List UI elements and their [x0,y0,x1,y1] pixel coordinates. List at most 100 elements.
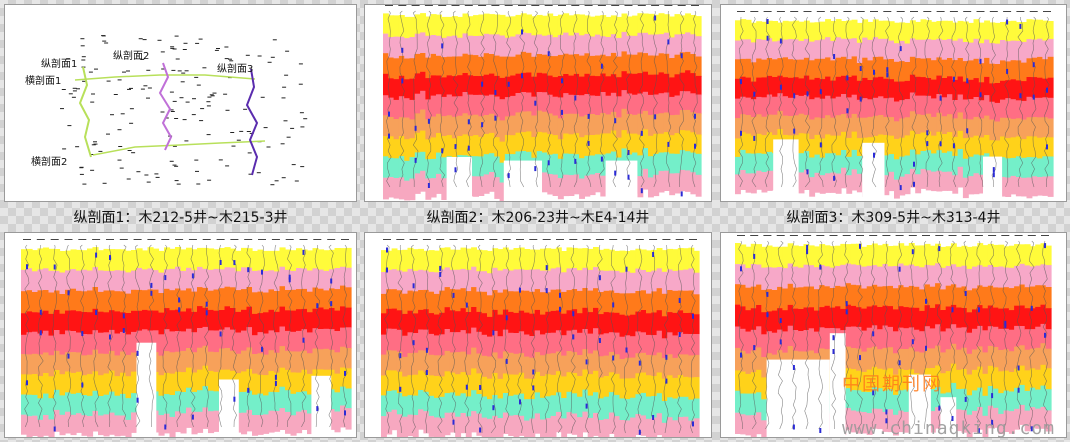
well-marker-tick [479,385,482,390]
layer-strip [867,99,874,118]
layer-strip [871,387,878,410]
layer-strip [651,312,658,336]
layer-strip [169,310,176,332]
layer-strip [186,247,193,269]
layer-strip [290,289,297,312]
layer-strip [428,333,435,356]
layer-strip [688,312,695,335]
well-marker-tick [439,265,442,271]
well-marker-tick [640,130,643,136]
layer-strip [1047,137,1054,157]
layer-strip [547,154,554,175]
layer-strip [877,266,884,288]
well-header-mark [611,5,620,6]
layer-strip [510,115,517,136]
well-header-mark [989,11,998,12]
layer-strip [114,291,121,312]
layer-strip [318,329,325,351]
layer-strip [502,289,509,311]
layer-strip [70,352,77,374]
layer-strip [745,173,752,193]
layer-strip [956,307,963,329]
layer-strip [142,290,149,311]
layer-strip [164,308,171,330]
layer-strip [877,349,884,370]
layer-strip [940,352,947,374]
layer-strip [894,179,900,199]
layer-strip [473,94,479,116]
layer-strip [624,315,631,336]
layer-strip [908,285,915,309]
layer-strip [478,176,485,196]
layer-strip [98,396,105,416]
well-marker-tick [330,301,333,307]
layer-strip [263,270,270,294]
layer-strip [761,312,768,335]
layer-strip [439,355,446,378]
layer-strip [883,175,890,196]
layer-strip [418,290,424,311]
layer-strip [1024,287,1031,310]
layer-strip [563,153,570,176]
well-marker-tick [819,89,822,95]
layer-strip [614,354,621,375]
layer-strip [792,308,799,331]
layer-strip [169,268,176,291]
well-log-trace [690,244,696,434]
layer-strip [903,328,910,350]
layer-strip [593,412,599,436]
layer-strip [761,39,768,61]
layer-strip [1026,19,1033,40]
layer-strip [285,269,292,291]
layer-strip [978,137,985,156]
layer-strip [423,350,430,373]
well-marker [286,136,291,138]
well-marker [290,127,295,129]
layer-strip [393,36,400,59]
well-header-mark [516,239,524,240]
layer-strip [531,16,538,36]
well-log-trace [1002,240,1009,430]
layer-strip [814,117,821,136]
well-marker-tick [991,393,994,399]
layer-strip [481,355,488,378]
well-marker-tick [979,58,982,64]
layer-strip [513,333,520,355]
well-marker [157,39,162,41]
layer-strip [131,331,138,353]
layer-strip [391,409,398,431]
layer-strip [931,21,937,41]
layer-strip [945,349,952,372]
layer-strip [550,310,557,334]
well-marker-tick [627,174,630,180]
layer-strip [103,353,110,374]
layer-strip [540,355,546,377]
layer-strip [481,250,488,272]
layer-strip [957,20,964,40]
well-header-mark [424,5,433,6]
layer-strip [952,136,959,157]
layer-strip [674,14,681,36]
layer-strip [987,365,994,387]
well-log-trace [439,10,446,188]
layer-strip [48,419,55,437]
layer-strip [1045,410,1052,432]
well-marker [192,98,196,100]
layer-strip [1047,77,1054,99]
layer-strip [788,59,794,79]
layer-strip [467,54,474,76]
layer-strip [648,114,654,137]
well-header-mark [202,239,211,240]
well-log-trace [951,16,957,188]
layer-strip [589,55,596,77]
layer-strip [899,61,906,83]
layer-strip [257,415,264,435]
layer-strip [632,133,638,154]
layer-strip [861,266,868,289]
layer-strip [750,62,757,83]
layer-strip [1047,118,1054,138]
layer-strip [550,268,557,291]
well-log-trace [977,16,984,188]
layer-strip [334,310,341,332]
layer-strip [449,372,456,394]
